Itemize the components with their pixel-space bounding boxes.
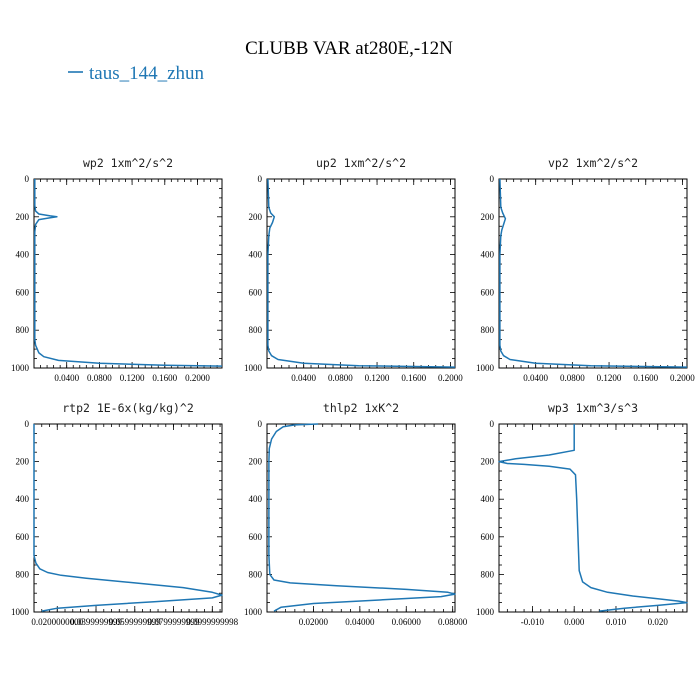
x-tick-label: 0.0200000000: [31, 617, 83, 627]
y-tick-label: 400: [249, 250, 263, 260]
y-tick-label: 800: [16, 569, 30, 579]
x-tick-label: 0.04000: [345, 617, 375, 627]
y-tick-label: 1000: [11, 607, 30, 617]
series-line: [498, 424, 688, 612]
plot-frame: [33, 423, 223, 613]
x-tick-label: 0.0999999998: [186, 617, 238, 627]
x-tick-label: 0.1200: [365, 373, 390, 383]
y-tick-label: 800: [16, 325, 30, 335]
y-tick-label: 800: [481, 325, 495, 335]
panel-title: vp2 1xm^2/s^2: [548, 156, 638, 170]
y-tick-label: 600: [249, 532, 263, 542]
x-tick-label: 0.000: [564, 617, 585, 627]
series-line: [499, 178, 688, 368]
x-tick-label: 0.0400: [54, 373, 79, 383]
plot-frame: [498, 423, 688, 613]
x-tick-label: -0.010: [521, 617, 545, 627]
plot-frame: [498, 178, 688, 369]
series-line: [34, 179, 223, 367]
y-tick-label: 0: [490, 419, 495, 429]
y-tick-label: 400: [481, 494, 495, 504]
y-tick-label: 800: [249, 569, 263, 579]
x-tick-label: 0.2000: [670, 373, 695, 383]
x-tick-label: 0.1200: [120, 373, 145, 383]
y-tick-label: 400: [249, 494, 263, 504]
panel-3: vp2 1xm^2/s^2 0.0400 0.0800 0.1200 0.1600 0.2…: [476, 156, 695, 383]
series-line: [268, 423, 456, 612]
y-tick-label: 600: [249, 287, 263, 297]
panel-title: thlp2 1xK^2: [323, 401, 399, 415]
x-tick-label: 0.06000: [392, 617, 422, 627]
x-tick-label: 0.1600: [401, 373, 426, 383]
panels: wp2 1xm^2/s^2 0.0400 0.0800 0.1200 0.1600 0.2…: [11, 156, 695, 627]
y-tick-label: 800: [249, 325, 263, 335]
x-tick-label: 0.0800: [87, 373, 112, 383]
y-tick-label: 1000: [244, 363, 263, 373]
legend-label: taus_144_zhun: [89, 63, 205, 84]
legend: taus_144_zhun: [68, 63, 205, 84]
y-tick-label: 0: [25, 419, 30, 429]
y-tick-label: 200: [249, 212, 263, 222]
x-tick-label: 0.0800: [328, 373, 353, 383]
y-tick-label: 200: [16, 212, 30, 222]
y-tick-label: 0: [258, 419, 263, 429]
x-tick-label: 0.1200: [597, 373, 622, 383]
panel-6: wp3 1xm^3/s^3 -0.010 0.000 0.010 0.020 0 200 40…: [476, 401, 688, 627]
y-tick-label: 1000: [476, 607, 495, 617]
x-tick-label: 0.0400: [291, 373, 316, 383]
y-tick-label: 200: [481, 212, 495, 222]
panel-4: rtp2 1E-6x(kg/kg)^2 0.02000000000.0399999…: [11, 401, 239, 627]
panel-title: rtp2 1E-6x(kg/kg)^2: [62, 401, 194, 415]
y-tick-label: 0: [25, 174, 30, 184]
panel-5: thlp2 1xK^2 0.02000 0.04000 0.06000 0.08000 0…: [244, 401, 468, 627]
figure-title: CLUBB VAR at280E,-12N: [245, 38, 453, 59]
y-tick-label: 1000: [476, 363, 495, 373]
x-tick-label: 0.02000: [299, 617, 329, 627]
y-tick-label: 600: [16, 532, 30, 542]
panel-title: up2 1xm^2/s^2: [316, 156, 406, 170]
plot-frame: [266, 178, 456, 369]
y-tick-label: 1000: [244, 607, 263, 617]
x-tick-label: 0.0400: [523, 373, 548, 383]
series-line: [267, 178, 456, 368]
panel-1: wp2 1xm^2/s^2 0.0400 0.0800 0.1200 0.1600 0.2…: [11, 156, 223, 383]
x-tick-label: 0.0800: [560, 373, 585, 383]
panel-title: wp3 1xm^3/s^3: [548, 401, 638, 415]
y-tick-label: 0: [258, 174, 263, 184]
panel-2: up2 1xm^2/s^2 0.0400 0.0800 0.1200 0.1600 0.2…: [244, 156, 463, 383]
y-tick-label: 800: [481, 569, 495, 579]
y-tick-label: 1000: [11, 363, 30, 373]
y-tick-label: 600: [16, 287, 30, 297]
x-tick-label: 0.2000: [185, 373, 210, 383]
x-tick-label: 0.1600: [152, 373, 177, 383]
y-tick-label: 600: [481, 532, 495, 542]
y-tick-label: 400: [481, 250, 495, 260]
y-tick-label: 600: [481, 287, 495, 297]
y-tick-label: 0: [490, 174, 495, 184]
x-tick-label: 0.020: [648, 617, 669, 627]
y-tick-label: 200: [249, 457, 263, 467]
x-tick-label: 0.2000: [438, 373, 463, 383]
x-tick-label: 0.0799999999: [148, 617, 200, 627]
plot-frame: [33, 178, 223, 369]
x-tick-label: 0.1600: [633, 373, 658, 383]
y-tick-label: 400: [16, 494, 30, 504]
y-tick-label: 200: [16, 457, 30, 467]
x-tick-label: 0.010: [606, 617, 627, 627]
x-tick-label: 0.0599999999: [109, 617, 161, 627]
series-line: [33, 424, 223, 612]
x-tick-label: 0.0399999999: [70, 617, 122, 627]
panel-title: wp2 1xm^2/s^2: [83, 156, 173, 170]
y-tick-label: 400: [16, 250, 30, 260]
y-tick-label: 200: [481, 457, 495, 467]
x-tick-label: 0.08000: [438, 617, 468, 627]
